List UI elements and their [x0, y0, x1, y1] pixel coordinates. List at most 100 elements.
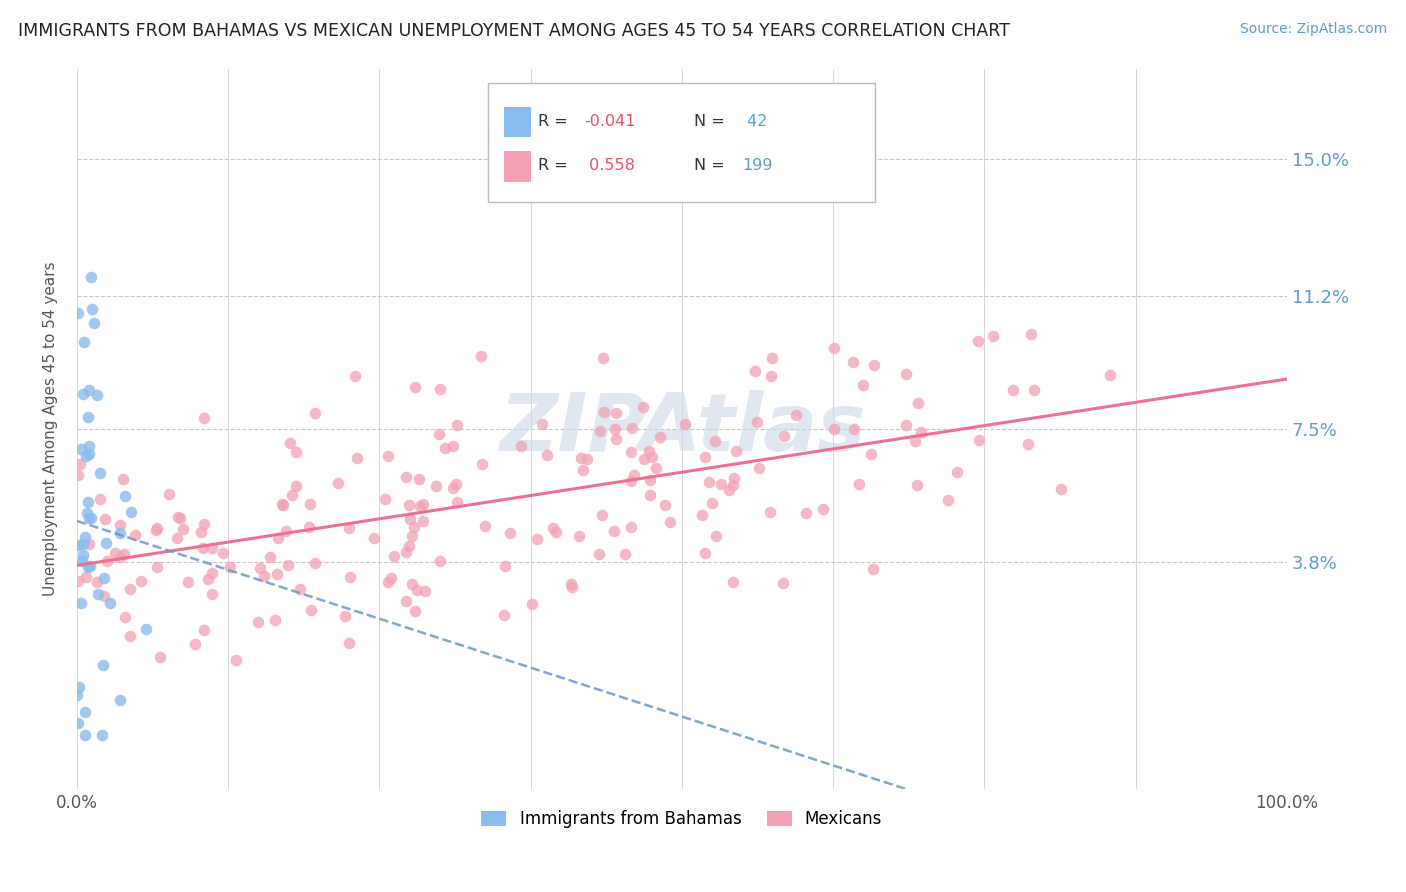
- Point: [969, 433, 991, 447]
- Point: [794, 506, 817, 520]
- Point: [589, 425, 612, 439]
- Point: [470, 349, 492, 363]
- Point: [492, 607, 515, 622]
- Point: [401, 529, 423, 543]
- Point: [110, 693, 132, 707]
- Point: [304, 406, 326, 420]
- Point: [98, 596, 121, 610]
- FancyBboxPatch shape: [503, 152, 530, 182]
- Point: [91, 728, 114, 742]
- Point: [112, 548, 135, 562]
- Point: [278, 435, 301, 450]
- Text: IMMIGRANTS FROM BAHAMAS VS MEXICAN UNEMPLOYMENT AMONG AGES 45 TO 54 YEARS CORREL: IMMIGRANTS FROM BAHAMAS VS MEXICAN UNEMP…: [18, 22, 1010, 40]
- Point: [717, 483, 740, 497]
- Point: [509, 440, 531, 454]
- Point: [748, 461, 770, 475]
- Point: [108, 549, 131, 564]
- Point: [620, 519, 643, 533]
- Point: [267, 531, 290, 545]
- Point: [67, 715, 90, 730]
- Point: [247, 615, 270, 629]
- Point: [146, 521, 169, 535]
- Point: [429, 382, 451, 396]
- Point: [620, 445, 643, 459]
- Point: [1002, 383, 1025, 397]
- Point: [841, 355, 863, 369]
- Point: [120, 506, 142, 520]
- Point: [568, 529, 591, 543]
- Point: [104, 546, 127, 560]
- Text: Source: ZipAtlas.com: Source: ZipAtlas.com: [1240, 22, 1388, 37]
- Point: [93, 589, 115, 603]
- Point: [394, 470, 416, 484]
- Point: [842, 422, 865, 436]
- Point: [86, 587, 108, 601]
- Point: [201, 541, 224, 555]
- Point: [346, 451, 368, 466]
- Point: [201, 587, 224, 601]
- Point: [377, 574, 399, 589]
- Point: [723, 471, 745, 485]
- Point: [120, 582, 142, 597]
- Point: [75, 728, 97, 742]
- Point: [114, 610, 136, 624]
- Point: [299, 603, 322, 617]
- Point: [1019, 326, 1042, 341]
- Point: [772, 576, 794, 591]
- Point: [253, 569, 276, 583]
- Point: [569, 450, 592, 465]
- Y-axis label: Unemployment Among Ages 45 to 54 years: Unemployment Among Ages 45 to 54 years: [44, 261, 58, 596]
- Point: [620, 474, 643, 488]
- Point: [471, 457, 494, 471]
- Point: [70, 554, 93, 568]
- Point: [693, 450, 716, 464]
- Point: [561, 580, 583, 594]
- FancyBboxPatch shape: [503, 107, 530, 137]
- Point: [1017, 437, 1039, 451]
- Point: [197, 572, 219, 586]
- Point: [1049, 483, 1071, 497]
- Point: [640, 487, 662, 501]
- Point: [633, 452, 655, 467]
- Point: [191, 541, 214, 555]
- Point: [412, 497, 434, 511]
- Point: [541, 521, 564, 535]
- Point: [363, 531, 385, 545]
- Point: [654, 499, 676, 513]
- Point: [75, 706, 97, 720]
- Point: [80, 270, 103, 285]
- Point: [167, 510, 190, 524]
- Text: -0.041: -0.041: [583, 113, 636, 128]
- Point: [704, 434, 727, 448]
- Point: [184, 637, 207, 651]
- Point: [936, 493, 959, 508]
- Point: [297, 520, 319, 534]
- Point: [70, 442, 93, 456]
- Point: [710, 477, 733, 491]
- Point: [146, 559, 169, 574]
- Point: [395, 545, 418, 559]
- Point: [772, 429, 794, 443]
- Point: [425, 479, 447, 493]
- Point: [571, 463, 593, 477]
- Point: [744, 364, 766, 378]
- Point: [613, 547, 636, 561]
- Point: [721, 477, 744, 491]
- Point: [413, 584, 436, 599]
- Point: [966, 334, 988, 348]
- Point: [335, 609, 357, 624]
- Point: [93, 571, 115, 585]
- Text: R =: R =: [538, 113, 572, 128]
- Point: [404, 605, 426, 619]
- Text: N =: N =: [695, 158, 730, 173]
- Point: [73, 531, 96, 545]
- Point: [273, 499, 295, 513]
- Point: [79, 439, 101, 453]
- Point: [72, 537, 94, 551]
- Point: [82, 301, 104, 316]
- Point: [145, 523, 167, 537]
- Point: [190, 524, 212, 539]
- Point: [721, 575, 744, 590]
- Point: [201, 566, 224, 580]
- Point: [177, 575, 200, 590]
